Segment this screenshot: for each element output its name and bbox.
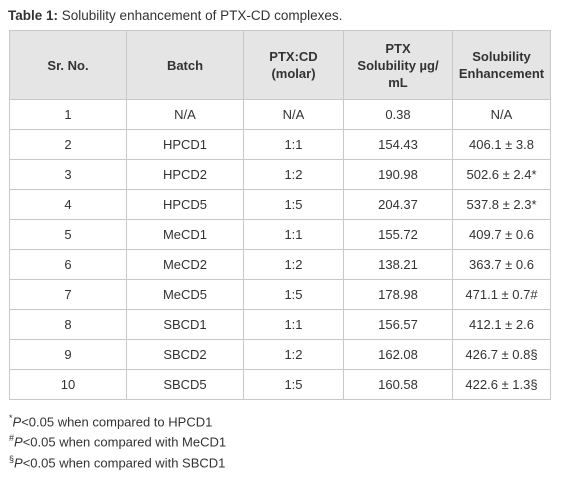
solubility-cell: 154.43: [343, 129, 453, 160]
batch-cell: HPCD2: [126, 159, 244, 190]
footnote-mark: #: [9, 433, 15, 444]
enhancement-cell: 422.6 ± 1.3§: [452, 369, 551, 400]
table-row: 10 SBCD5 1:5 160.58 422.6 ± 1.3§: [9, 369, 551, 400]
table-row: 9 SBCD2 1:2 162.08 426.7 ± 0.8§: [9, 339, 551, 370]
sr-no-cell: 3: [9, 159, 127, 190]
enhancement-cell: 471.1 ± 0.7#: [452, 279, 551, 310]
solubility-cell: 156.57: [343, 309, 453, 340]
ratio-cell: 1:1: [243, 219, 344, 250]
footnote-p: P: [12, 414, 22, 430]
solubility-cell: 160.58: [343, 369, 453, 400]
enhancement-cell: 406.1 ± 3.8: [452, 129, 551, 160]
footnote-text: <0.05 when compared to HPCD1: [21, 414, 213, 430]
sr-no-cell: 10: [9, 369, 127, 400]
solubility-cell: 138.21: [343, 249, 453, 280]
sr-no-cell: 4: [9, 189, 127, 220]
batch-cell: MeCD5: [126, 279, 244, 310]
header-solubility-enhancement: Solubility Enhancement: [452, 30, 551, 100]
batch-cell: N/A: [126, 99, 244, 130]
solubility-cell: 162.08: [343, 339, 453, 370]
footnote-mark: §: [9, 453, 15, 464]
footnote: *P<0.05 when compared to HPCD1: [9, 410, 226, 430]
ratio-cell: 1:5: [243, 189, 344, 220]
enhancement-cell: 409.7 ± 0.6: [452, 219, 551, 250]
enhancement-cell: N/A: [452, 99, 551, 130]
sr-no-cell: 9: [9, 339, 127, 370]
solubility-table: Sr. No. Batch PTX:CD (molar) PTX Solubilit…: [9, 30, 551, 400]
table-caption: Table 1: Solubility enhancement of PTX-C…: [8, 8, 342, 23]
enhancement-cell: 537.8 ± 2.3*: [452, 189, 551, 220]
ratio-cell: 1:2: [243, 159, 344, 190]
footnote-p: P: [14, 434, 23, 450]
ratio-cell: 1:2: [243, 339, 344, 370]
ratio-cell: 1:1: [243, 129, 344, 160]
sr-no-cell: 7: [9, 279, 127, 310]
footnote-p: P: [14, 454, 23, 470]
sr-no-cell: 5: [9, 219, 127, 250]
batch-cell: HPCD1: [126, 129, 244, 160]
table-row: 4 HPCD5 1:5 204.37 537.8 ± 2.3*: [9, 189, 551, 220]
batch-cell: HPCD5: [126, 189, 244, 220]
ratio-cell: 1:2: [243, 249, 344, 280]
enhancement-cell: 426.7 ± 0.8§: [452, 339, 551, 370]
solubility-cell: 155.72: [343, 219, 453, 250]
table-row: 7 MeCD5 1:5 178.98 471.1 ± 0.7#: [9, 279, 551, 310]
table-row: 1 N/A N/A 0.38 N/A: [9, 99, 551, 130]
solubility-cell: 204.37: [343, 189, 453, 220]
enhancement-cell: 502.6 ± 2.4*: [452, 159, 551, 190]
ratio-cell: 1:1: [243, 309, 344, 340]
sr-no-cell: 1: [9, 99, 127, 130]
caption-label: Table 1:: [8, 8, 59, 23]
footnote-text: <0.05 when compared with MeCD1: [22, 434, 227, 450]
table-row: 2 HPCD1 1:1 154.43 406.1 ± 3.8: [9, 129, 551, 160]
footnote: #P<0.05 when compared with MeCD1: [9, 430, 226, 450]
sr-no-cell: 8: [9, 309, 127, 340]
table-row: 8 SBCD1 1:1 156.57 412.1 ± 2.6: [9, 309, 551, 340]
sr-no-cell: 2: [9, 129, 127, 160]
ratio-cell: 1:5: [243, 369, 344, 400]
enhancement-cell: 363.7 ± 0.6: [452, 249, 551, 280]
footnote: §P<0.05 when compared with SBCD1: [9, 451, 226, 471]
batch-cell: MeCD2: [126, 249, 244, 280]
enhancement-cell: 412.1 ± 2.6: [452, 309, 551, 340]
header-row: Sr. No. Batch PTX:CD (molar) PTX Solubilit…: [9, 30, 551, 100]
sr-no-cell: 6: [9, 249, 127, 280]
footnote-text: <0.05 when compared with SBCD1: [22, 454, 226, 470]
batch-cell: SBCD2: [126, 339, 244, 370]
solubility-cell: 0.38: [343, 99, 453, 130]
header-batch: Batch: [126, 30, 244, 100]
caption-text: Solubility enhancement of PTX-CD complex…: [61, 8, 343, 23]
batch-cell: MeCD1: [126, 219, 244, 250]
header-sr-no: Sr. No.: [9, 30, 127, 100]
solubility-cell: 190.98: [343, 159, 453, 190]
ratio-cell: 1:5: [243, 279, 344, 310]
header-ptx-solubility: PTX Solubility µg/mL: [343, 30, 453, 100]
batch-cell: SBCD1: [126, 309, 244, 340]
table-row: 5 MeCD1 1:1 155.72 409.7 ± 0.6: [9, 219, 551, 250]
table-row: 6 MeCD2 1:2 138.21 363.7 ± 0.6: [9, 249, 551, 280]
footnotes: *P<0.05 when compared to HPCD1 #P<0.05 wh…: [9, 410, 226, 471]
solubility-cell: 178.98: [343, 279, 453, 310]
batch-cell: SBCD5: [126, 369, 244, 400]
ratio-cell: N/A: [243, 99, 344, 130]
table-body: 1 N/A N/A 0.38 N/A 2 HPCD1 1:1 154.43 406.1 ± 3.8…: [9, 99, 551, 400]
table-row: 3 HPCD2 1:2 190.98 502.6 ± 2.4*: [9, 159, 551, 190]
footnote-mark: *: [9, 413, 13, 423]
header-ptx-cd: PTX:CD (molar): [243, 30, 344, 100]
